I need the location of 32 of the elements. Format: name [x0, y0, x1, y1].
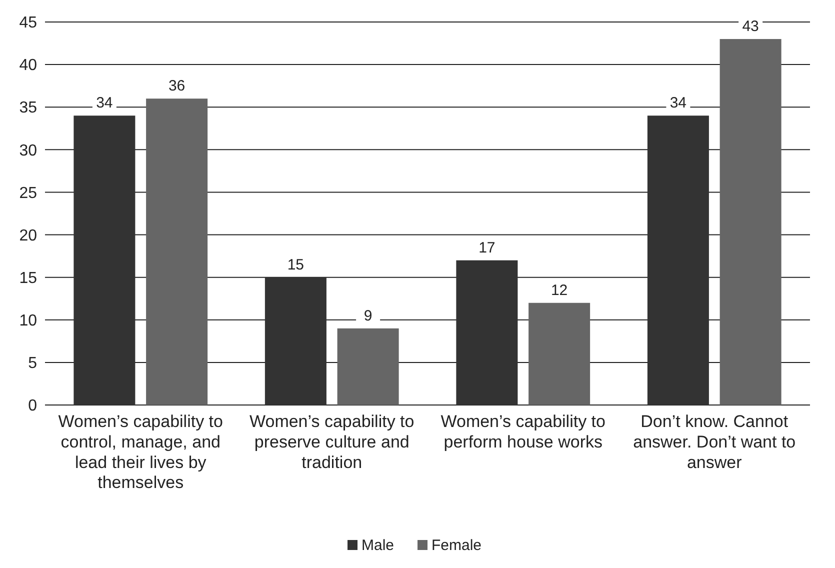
- data-label: 34: [670, 94, 687, 112]
- x-tick-label: Women’s capability to perform house works: [440, 412, 606, 452]
- y-tick-label: 25: [19, 184, 38, 202]
- bar: [647, 116, 709, 405]
- y-tick-label: 5: [28, 355, 38, 372]
- bar: [456, 260, 518, 405]
- legend-label: Male: [362, 537, 394, 554]
- bar: [74, 116, 136, 405]
- y-tick-label: 40: [19, 57, 38, 74]
- bar: [528, 302, 590, 405]
- x-tick-label: Don’t know. Cannot answer. Don’t want to answer: [633, 412, 796, 472]
- legend-label: Female: [432, 537, 482, 554]
- data-label: 12: [550, 282, 568, 299]
- y-tick-label: 15: [19, 270, 38, 287]
- x-tick-label: Women’s capability to control, manage, and lead their lives by themselves: [58, 412, 223, 492]
- y-tick-label: 0: [28, 398, 38, 415]
- bar: [720, 39, 782, 405]
- data-label: 43: [742, 18, 759, 36]
- y-tick-label: 35: [19, 100, 38, 117]
- x-tick-label: Women’s capability to preserve culture and tradition: [250, 412, 414, 472]
- data-label: 34: [96, 94, 113, 112]
- bar: [337, 328, 399, 405]
- data-label: 9: [364, 307, 372, 324]
- data-label: 17: [478, 239, 496, 256]
- bar: [264, 277, 326, 405]
- y-tick-label: 20: [19, 227, 38, 244]
- y-tick-label: 30: [19, 142, 38, 160]
- bar: [146, 98, 208, 405]
- y-tick-label: 10: [19, 312, 38, 330]
- data-label: 15: [287, 256, 304, 274]
- y-tick-label: 45: [19, 14, 38, 32]
- data-label: 36: [168, 78, 186, 95]
